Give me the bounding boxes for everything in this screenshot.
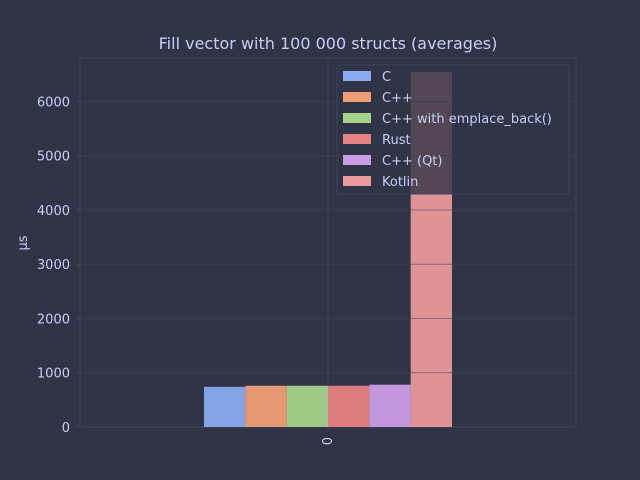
- y-tick-label: 4000: [37, 204, 70, 219]
- legend-swatch: [343, 155, 371, 165]
- legend-box: [336, 64, 570, 195]
- bar-rust: [328, 385, 370, 427]
- legend-label: C++: [382, 91, 413, 106]
- bar-c: [204, 386, 246, 427]
- bar-c: [245, 385, 287, 427]
- y-axis-label: µs: [16, 235, 31, 250]
- y-ticks: 0 1000 2000 3000 4000 5000 6000: [37, 95, 80, 436]
- legend-swatch: [343, 134, 371, 144]
- y-tick-label: 0: [62, 421, 70, 436]
- y-tick-label: 3000: [37, 258, 70, 273]
- bar-c-qt: [369, 384, 411, 427]
- legend-label: C++ (Qt): [382, 154, 442, 169]
- legend-label: C: [382, 70, 391, 85]
- y-tick-label: 6000: [37, 95, 70, 110]
- legend-swatch: [343, 92, 371, 102]
- legend-label: Kotlin: [382, 175, 418, 190]
- legend: C C++ C++ with emplace_back() Rust C++ (Qt) K…: [336, 64, 570, 195]
- x-tick-label: 0: [321, 437, 336, 445]
- y-tick-label: 5000: [37, 150, 70, 165]
- legend-swatch: [343, 113, 371, 123]
- bar-c-with-emplace-back: [286, 385, 328, 427]
- x-ticks: 0: [321, 427, 336, 445]
- chart-title: Fill vector with 100 000 structs (averag…: [159, 34, 498, 53]
- legend-label: C++ with emplace_back(): [382, 112, 552, 127]
- y-tick-label: 1000: [37, 367, 70, 382]
- legend-swatch: [343, 176, 371, 186]
- legend-swatch: [343, 71, 371, 81]
- y-tick-label: 2000: [37, 312, 70, 327]
- legend-label: Rust: [382, 133, 411, 148]
